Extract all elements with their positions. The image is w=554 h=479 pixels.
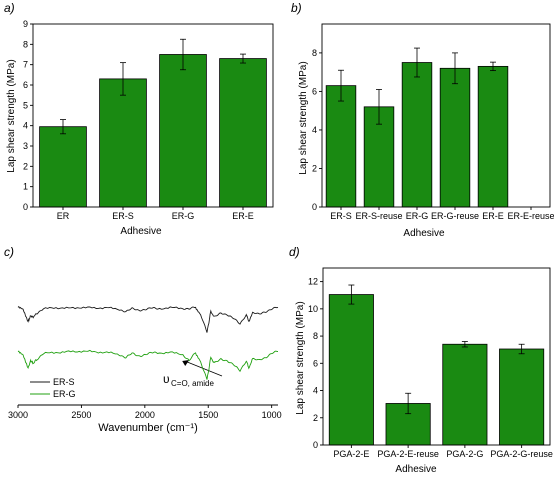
panel-d-letter: d) [289,245,300,259]
d-ytick-label-2: 4 [313,386,318,396]
b-bar-2 [401,62,433,208]
panel-c-ftir-spectra: c) Wavenumber (cm⁻¹) ER-S ER-G υ C=O, am… [4,245,282,434]
a-ytick-label-7: 7 [23,60,28,70]
a-bar-0 [39,126,87,208]
a-ytick-label-4: 4 [23,121,28,131]
b-xtick-label-4: ER-E [482,211,504,221]
b-ytick-label-4: 8 [312,48,317,58]
a-bar-2 [159,54,207,208]
a-ytick-label-8: 8 [23,39,28,49]
a-xtick-label-2: ER-G [172,211,195,221]
d-ytick-label-5: 10 [308,304,318,314]
panel-d-bar-chart: d) Lap shear strength (MPa) Adhesive PGA… [289,245,553,475]
a-ytick-label-6: 6 [23,80,28,90]
annotation-arrow-shaft [187,361,223,377]
panel-c-xlabel: Wavenumber (cm⁻¹) [98,422,198,434]
d-frame [322,267,551,446]
d-ytick-label-3: 6 [313,358,318,368]
c-xtick-label-0: 3000 [8,410,28,420]
b-bar-3 [439,67,471,208]
panel-b-xlabel: Adhesive [403,228,445,239]
panel-d-ylabel: Lap shear strength (MPa) [295,301,306,414]
b-bar-4 [477,65,509,208]
d-ytick-label-1: 2 [313,413,318,423]
b-xtick-label-2: ER-G [406,211,429,221]
a-ytick-label-0: 0 [23,202,28,212]
annotation-subscript: C=O, amide [171,379,214,388]
a-ytick-label-9: 9 [23,19,28,29]
a-ytick-label-5: 5 [23,100,28,110]
b-ytick-label-1: 2 [312,163,317,173]
c-trace-er-g [17,349,279,380]
panel-b-letter: b) [291,1,302,15]
legend-erg-label: ER-G [53,389,76,399]
legend-ers-label: ER-S [53,377,75,387]
d-bar-0 [328,294,374,446]
d-bar-3 [499,348,545,446]
panel-a-xlabel: Adhesive [120,226,162,237]
a-xtick-label-3: ER-E [232,211,254,221]
b-ytick-label-2: 4 [312,125,317,135]
a-frame [32,23,274,208]
panel-a-ylabel: Lap shear strength (MPa) [6,59,17,172]
panel-c-letter: c) [4,245,14,259]
a-xtick-label-0: ER [57,211,70,221]
a-ytick-label-3: 3 [23,141,28,151]
d-xtick-label-0: PGA-2-E [333,449,369,459]
annotation-symbol: υ [163,372,170,386]
b-xtick-label-5: ER-E-reuse [507,211,554,221]
c-xtick-label-1: 2500 [71,410,91,420]
panel-b-bar-chart: b) Lap shear strength (MPa) Adhesive ER-… [291,1,554,239]
d-xtick-label-1: PGA-2-E-reuse [377,449,439,459]
b-ytick-label-3: 6 [312,86,317,96]
b-xtick-label-3: ER-G-reuse [431,211,479,221]
b-xtick-label-0: ER-S [330,211,352,221]
c-xtick-label-4: 1000 [262,410,282,420]
b-xtick-label-1: ER-S-reuse [355,211,402,221]
d-ytick-label-6: 12 [308,277,318,287]
b-frame [321,23,551,208]
panel-a-bar-chart: a) Lap shear strength (MPa) Adhesive ER E… [4,1,274,237]
d-ytick-label-0: 0 [313,440,318,450]
panel-a-letter: a) [4,1,15,15]
c-xtick-label-3: 1500 [198,410,218,420]
c-trace-er-s [17,305,279,333]
annotation-arrow-head [182,360,190,366]
a-xtick-label-1: ER-S [112,211,134,221]
panel-b-ylabel: Lap shear strength (MPa) [298,61,309,174]
b-ytick-label-0: 0 [312,202,317,212]
panel-d-xlabel: Adhesive [395,464,437,475]
annotation-arrow [182,360,223,377]
d-xtick-label-2: PGA-2-G [446,449,483,459]
a-bar-1 [99,78,147,208]
d-xtick-label-3: PGA-2-G-reuse [490,449,553,459]
d-ytick-label-4: 8 [313,331,318,341]
d-bar-2 [442,343,488,446]
a-bar-3 [219,58,267,208]
c-xtick-label-2: 2000 [135,410,155,420]
a-ytick-label-1: 1 [23,182,28,192]
a-ytick-label-2: 2 [23,161,28,171]
b-bar-0 [325,85,357,208]
